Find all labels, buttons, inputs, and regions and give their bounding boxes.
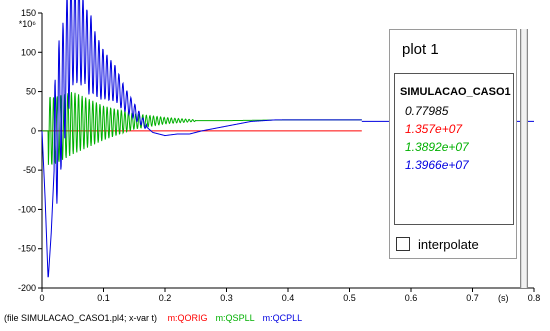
legend-value: 1.357e+07 (405, 122, 463, 136)
legend-value: 1.3966e+07 (405, 158, 469, 172)
x-tick-label: 0.1 (97, 293, 110, 303)
legend-values-box[interactable]: SIMULACAO_CASO1 0.77985 1.357e+07 1.3892e+… (394, 73, 514, 225)
y-tick-label: -200 (18, 283, 36, 293)
interpolate-checkbox[interactable] (396, 237, 410, 251)
y-tick-label: 100 (21, 47, 36, 57)
x-tick-label: 0.3 (220, 293, 233, 303)
y-multiplier-label: *10⁶ (19, 19, 37, 29)
splitter-thumb[interactable] (522, 29, 526, 288)
footer-variable: m:QORIG (167, 313, 208, 323)
footer-file-text: (file SIMULACAO_CASO1.pl4; x-var t) (4, 313, 158, 323)
x-tick-label: 0 (39, 293, 44, 303)
series-line-qcpll (41, 0, 362, 278)
legend-value: 1.3892e+07 (405, 140, 469, 154)
legend-value: 0.77985 (405, 104, 449, 118)
y-tick-label: 50 (26, 87, 36, 97)
x-tick-label: 0.4 (282, 293, 295, 303)
y-tick-label: 0 (31, 126, 36, 136)
x-tick-label: 0.7 (466, 293, 479, 303)
footer-caption: (file SIMULACAO_CASO1.pl4; x-var t) m:QO… (4, 313, 306, 323)
y-tick-label: -100 (18, 204, 36, 214)
footer-variable: m:QSPLL (215, 313, 255, 323)
x-tick-label: 0.2 (159, 293, 172, 303)
interpolate-row[interactable]: interpolate (396, 235, 479, 253)
x-tick-label: 0.8 (528, 293, 541, 303)
series-line-qspll (42, 92, 362, 165)
x-tick-label: 0.6 (405, 293, 418, 303)
legend-panel: plot 1 SIMULACAO_CASO1 0.77985 1.357e+07 1… (389, 29, 517, 259)
legend-case-name: SIMULACAO_CASO1 (400, 86, 511, 98)
x-axis-label: (s) (498, 293, 509, 303)
vertical-splitter[interactable] (520, 29, 528, 288)
ticks: 150 100 50 0 -50 -100 -150 -200 *10⁶ 0 0.1 0.2 0.3 0.… (18, 8, 540, 303)
interpolate-label: interpolate (418, 236, 479, 252)
x-tick-label: 0.5 (343, 293, 356, 303)
legend-title: plot 1 (402, 41, 439, 58)
y-tick-label: -150 (18, 244, 36, 254)
footer-variable: m:QCPLL (262, 313, 303, 323)
y-tick-label: -50 (23, 165, 36, 175)
y-tick-label: 150 (21, 8, 36, 18)
